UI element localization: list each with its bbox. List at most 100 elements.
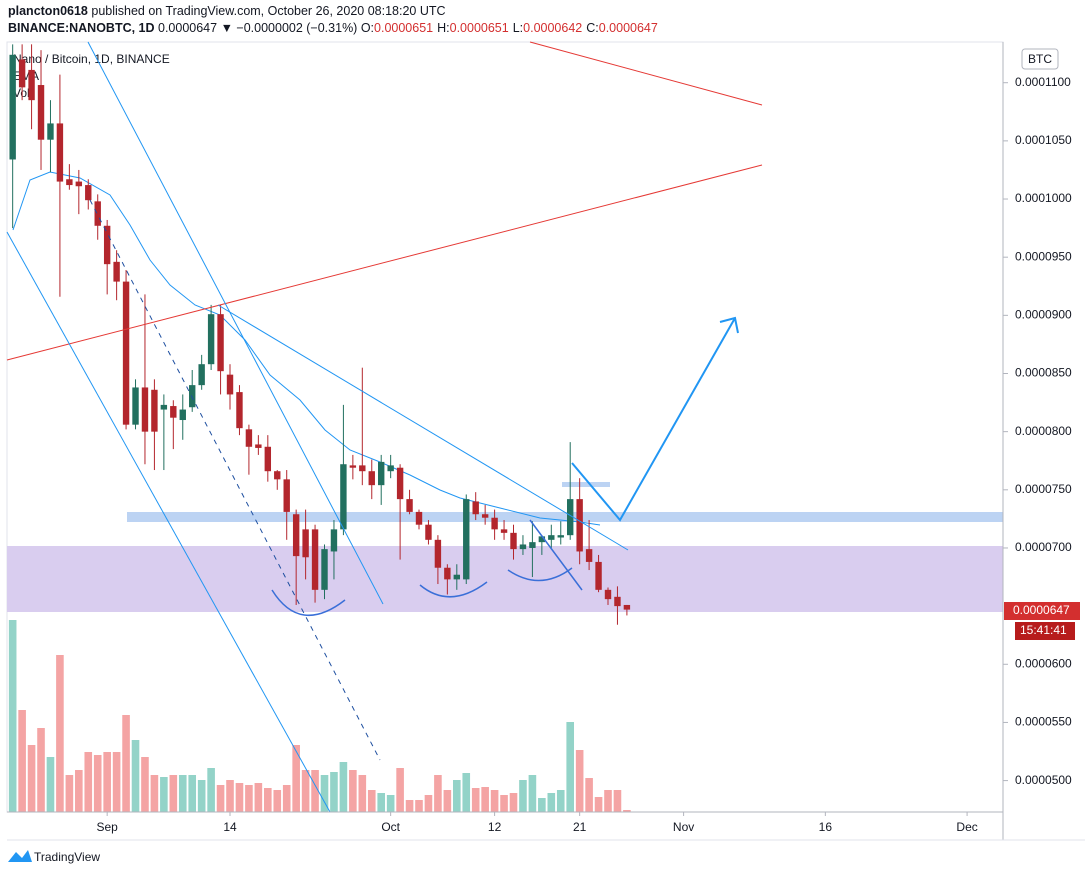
candle-body [585,549,593,562]
author: plancton0618 [8,4,88,18]
volume-bar [528,775,537,812]
candle-body [557,535,564,538]
volume-bar [604,790,612,812]
ohlc-value: 0.0000647 [599,21,658,35]
candle-body [66,179,73,186]
volume-bar [8,620,17,812]
candle-body [18,59,26,88]
volume-bar [575,750,584,812]
candle-body [595,561,602,590]
volume-bar [103,752,111,812]
candle-body [330,529,338,552]
candle-body [481,514,489,518]
candle-body [302,529,309,558]
volume-bar [585,778,593,812]
volume-bar [349,770,357,812]
volume-bar [93,755,102,812]
volume-bar [415,800,423,812]
volume-layer [8,620,631,812]
candle-body [37,85,45,140]
candle-body [189,385,196,408]
candle-body [425,524,432,540]
y-tick-label: 0.0000700 [1015,540,1072,554]
brand-logo [8,850,32,862]
volume-bar [434,775,442,812]
candle-body [122,281,130,425]
candle-body [463,499,470,580]
volume-bar [396,768,404,812]
candle-body [274,471,281,480]
candle-body [160,404,168,410]
y-tick-label: 0.0001050 [1015,133,1072,147]
volume-bar [623,810,631,812]
candle-body [500,529,508,533]
volume-bar [160,777,168,812]
y-tick-label: 0.0000550 [1015,715,1072,729]
volume-bar [292,745,300,812]
x-tick-label: Oct [381,820,400,834]
y-tick-label: 0.0000900 [1015,308,1072,322]
volume-bar [207,768,215,812]
support-zone [7,546,1003,612]
candle-body [311,529,319,590]
candle-body [28,69,35,101]
volume-bar [75,770,83,812]
volume-bar [245,785,253,812]
x-tick-label: 14 [223,820,237,834]
volume-bar [500,795,508,812]
ohlc-value: 0.0000642 [523,21,582,35]
candle-body [198,364,205,386]
volume-bar [37,728,45,812]
volume-bar [471,788,480,812]
legend-ema: EMA [13,69,39,83]
y-tick-label: 0.0001100 [1015,75,1071,89]
volume-bar [18,710,26,812]
legend-title: Nano / Bitcoin, 1D, BINANCE [13,52,170,66]
x-tick-label: Nov [673,820,694,834]
candle-body [141,387,149,432]
ema-line [12,171,601,526]
ohlc-label: O: [361,21,374,35]
volume-bar [377,793,386,812]
candle-body [538,536,546,543]
candle-body [368,471,375,486]
volume-bar [235,783,244,812]
volume-bar [556,790,565,812]
candle-body [359,465,366,472]
volume-bar [254,783,263,812]
volume-bar [367,790,376,812]
candle-body [255,444,262,448]
header-line-2: BINANCE:NANOBTC, 1D 0.0000647 ▼ −0.00000… [8,21,658,35]
published: published on TradingView.com, October 26… [88,4,446,18]
ohlc-value: 0.0000651 [374,21,433,35]
volume-bar [197,780,206,812]
x-tick-label: 21 [573,820,587,834]
candle-body [113,261,120,282]
candle-body [9,54,16,160]
candle-body [604,589,612,600]
volume-bar [301,770,310,812]
volume-bar [519,780,527,812]
y-tick-label: 0.0000750 [1015,482,1072,496]
volume-bar [453,780,461,812]
candle-body [349,465,357,468]
volume-bar [538,798,546,812]
candle-body [396,467,404,500]
timer-badge [1015,622,1075,640]
countdown: 15:41:41 [1020,623,1067,637]
candle-body [47,123,54,140]
volume-bar [56,655,64,812]
volume-bar [490,790,499,812]
candle-body [179,409,186,421]
projection-arrow [571,317,736,522]
channel-line [87,41,384,605]
candle-body [132,387,139,425]
currency: BTC [1028,52,1052,66]
candle-body [510,532,517,550]
candle-body [226,374,234,395]
candle-body [548,535,555,540]
candle-body [207,314,215,365]
volume-bar [178,775,187,812]
